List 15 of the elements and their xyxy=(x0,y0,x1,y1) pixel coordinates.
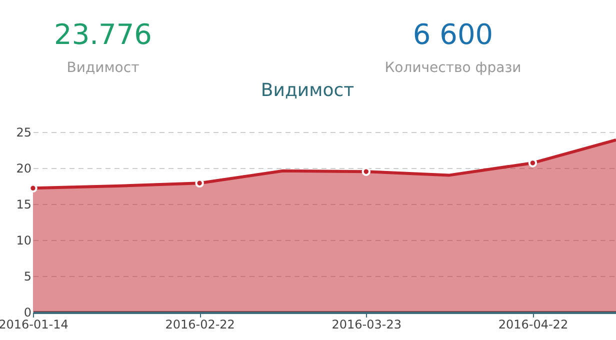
point xyxy=(362,167,370,176)
x-tick-label: 2016-03-23 xyxy=(332,318,402,332)
text: Видимост xyxy=(66,60,140,76)
text: Количество фрази xyxy=(384,60,522,76)
chart-title: Видимост xyxy=(260,80,354,101)
text: 6 600 xyxy=(412,18,494,51)
y-tick-label: 20 xyxy=(16,162,32,176)
x-tick-label: 2016-04-22 xyxy=(498,318,568,332)
text: 23.776 xyxy=(54,18,152,51)
y-tick-label: 25 xyxy=(16,126,32,140)
y-tick-label: 0 xyxy=(24,306,32,320)
y-tick-label: 10 xyxy=(16,234,32,248)
y-tick-label: 15 xyxy=(16,198,32,212)
x-tick-label: 2016-02-22 xyxy=(165,318,235,332)
y-tick-label: 5 xyxy=(24,270,32,284)
